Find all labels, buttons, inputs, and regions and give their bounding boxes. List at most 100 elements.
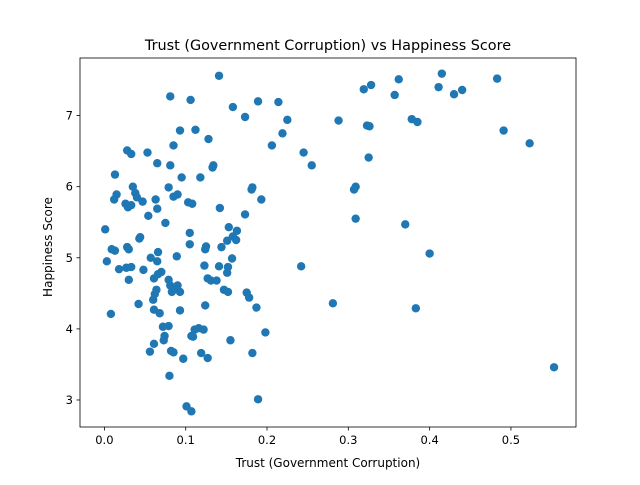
data-point bbox=[149, 339, 159, 349]
data-point bbox=[299, 148, 308, 157]
data-point bbox=[253, 97, 263, 106]
data-point bbox=[449, 90, 459, 99]
data-point bbox=[278, 129, 287, 138]
data-point bbox=[351, 182, 360, 191]
data-point bbox=[328, 299, 338, 308]
data-point bbox=[364, 153, 373, 162]
data-point bbox=[153, 204, 162, 213]
axes-frame bbox=[79, 57, 577, 428]
data-point bbox=[166, 346, 176, 356]
data-point bbox=[175, 287, 185, 297]
data-point bbox=[196, 348, 206, 358]
data-point bbox=[143, 148, 152, 157]
data-point bbox=[253, 395, 263, 404]
data-point bbox=[138, 197, 147, 206]
data-point bbox=[365, 122, 374, 131]
x-tick-label: 0.2 bbox=[258, 433, 276, 447]
data-point bbox=[102, 257, 112, 266]
data-point bbox=[359, 85, 368, 94]
data-point bbox=[223, 287, 233, 297]
y-tick-label: 5 bbox=[66, 251, 73, 265]
data-point bbox=[201, 301, 210, 310]
data-point bbox=[101, 225, 110, 234]
x-tick-label: 0.3 bbox=[339, 433, 357, 447]
data-point bbox=[196, 173, 205, 182]
data-point bbox=[123, 203, 133, 212]
y-tick-label: 3 bbox=[66, 393, 73, 407]
data-point bbox=[145, 347, 155, 356]
data-point bbox=[191, 125, 200, 135]
data-point bbox=[175, 306, 185, 315]
data-point bbox=[267, 141, 277, 150]
data-point bbox=[208, 163, 217, 172]
data-point bbox=[307, 161, 316, 170]
data-point bbox=[167, 287, 177, 297]
data-point bbox=[185, 228, 194, 238]
data-point bbox=[296, 262, 306, 271]
data-point bbox=[261, 328, 270, 337]
data-point bbox=[217, 242, 226, 252]
data-point bbox=[166, 281, 175, 290]
data-point bbox=[146, 253, 155, 262]
data-point bbox=[110, 170, 120, 179]
data-point bbox=[203, 353, 212, 363]
y-tick-label: 6 bbox=[66, 180, 73, 194]
data-point bbox=[188, 199, 197, 208]
data-point bbox=[165, 371, 174, 381]
data-point bbox=[172, 252, 181, 261]
data-point bbox=[161, 218, 170, 228]
data-point bbox=[214, 262, 224, 271]
data-point bbox=[139, 265, 148, 275]
data-point bbox=[155, 309, 164, 318]
x-axis-label: Trust (Government Corruption) bbox=[235, 456, 420, 470]
data-point bbox=[190, 325, 199, 334]
x-tick-label: 0.0 bbox=[95, 433, 113, 447]
data-point bbox=[127, 262, 136, 272]
data-point bbox=[128, 182, 138, 191]
data-point bbox=[187, 407, 196, 416]
data-point bbox=[231, 235, 241, 245]
data-point bbox=[153, 257, 162, 266]
data-point bbox=[240, 112, 250, 122]
data-point bbox=[179, 354, 188, 363]
data-point bbox=[153, 159, 162, 168]
data-point bbox=[549, 363, 559, 372]
data-point bbox=[109, 195, 119, 204]
data-point bbox=[274, 97, 283, 107]
data-point bbox=[226, 336, 235, 345]
chart-title: Trust (Government Corruption) vs Happine… bbox=[144, 38, 511, 54]
data-point bbox=[224, 223, 233, 232]
data-point bbox=[135, 234, 144, 243]
data-point bbox=[244, 293, 254, 302]
data-point bbox=[134, 299, 143, 309]
data-point bbox=[434, 82, 443, 92]
data-point bbox=[283, 115, 292, 125]
data-point bbox=[240, 210, 250, 219]
data-point bbox=[164, 183, 173, 192]
data-point bbox=[124, 245, 133, 254]
data-point bbox=[166, 92, 175, 101]
data-point bbox=[164, 321, 173, 331]
data-point bbox=[188, 332, 198, 341]
data-point bbox=[177, 173, 186, 182]
data-point bbox=[200, 261, 209, 270]
x-tick-label: 0.5 bbox=[502, 433, 520, 447]
data-point bbox=[185, 240, 194, 249]
data-point bbox=[148, 295, 158, 304]
data-point bbox=[257, 195, 266, 204]
axis-ticks: 0.0 0.1 0.2 0.3 0.4 0.5 3 4 5 6 7 bbox=[66, 109, 520, 447]
data-point bbox=[169, 141, 178, 150]
data-point bbox=[106, 309, 116, 319]
data-point bbox=[175, 126, 185, 135]
data-point bbox=[124, 275, 133, 285]
data-point bbox=[411, 304, 421, 313]
x-tick-label: 0.1 bbox=[177, 433, 195, 447]
data-point bbox=[247, 185, 256, 194]
data-point bbox=[127, 149, 136, 159]
data-point bbox=[222, 236, 232, 245]
data-point bbox=[151, 195, 160, 204]
data-point bbox=[149, 274, 159, 283]
data-point bbox=[437, 69, 447, 78]
y-tick-label: 7 bbox=[66, 109, 73, 123]
